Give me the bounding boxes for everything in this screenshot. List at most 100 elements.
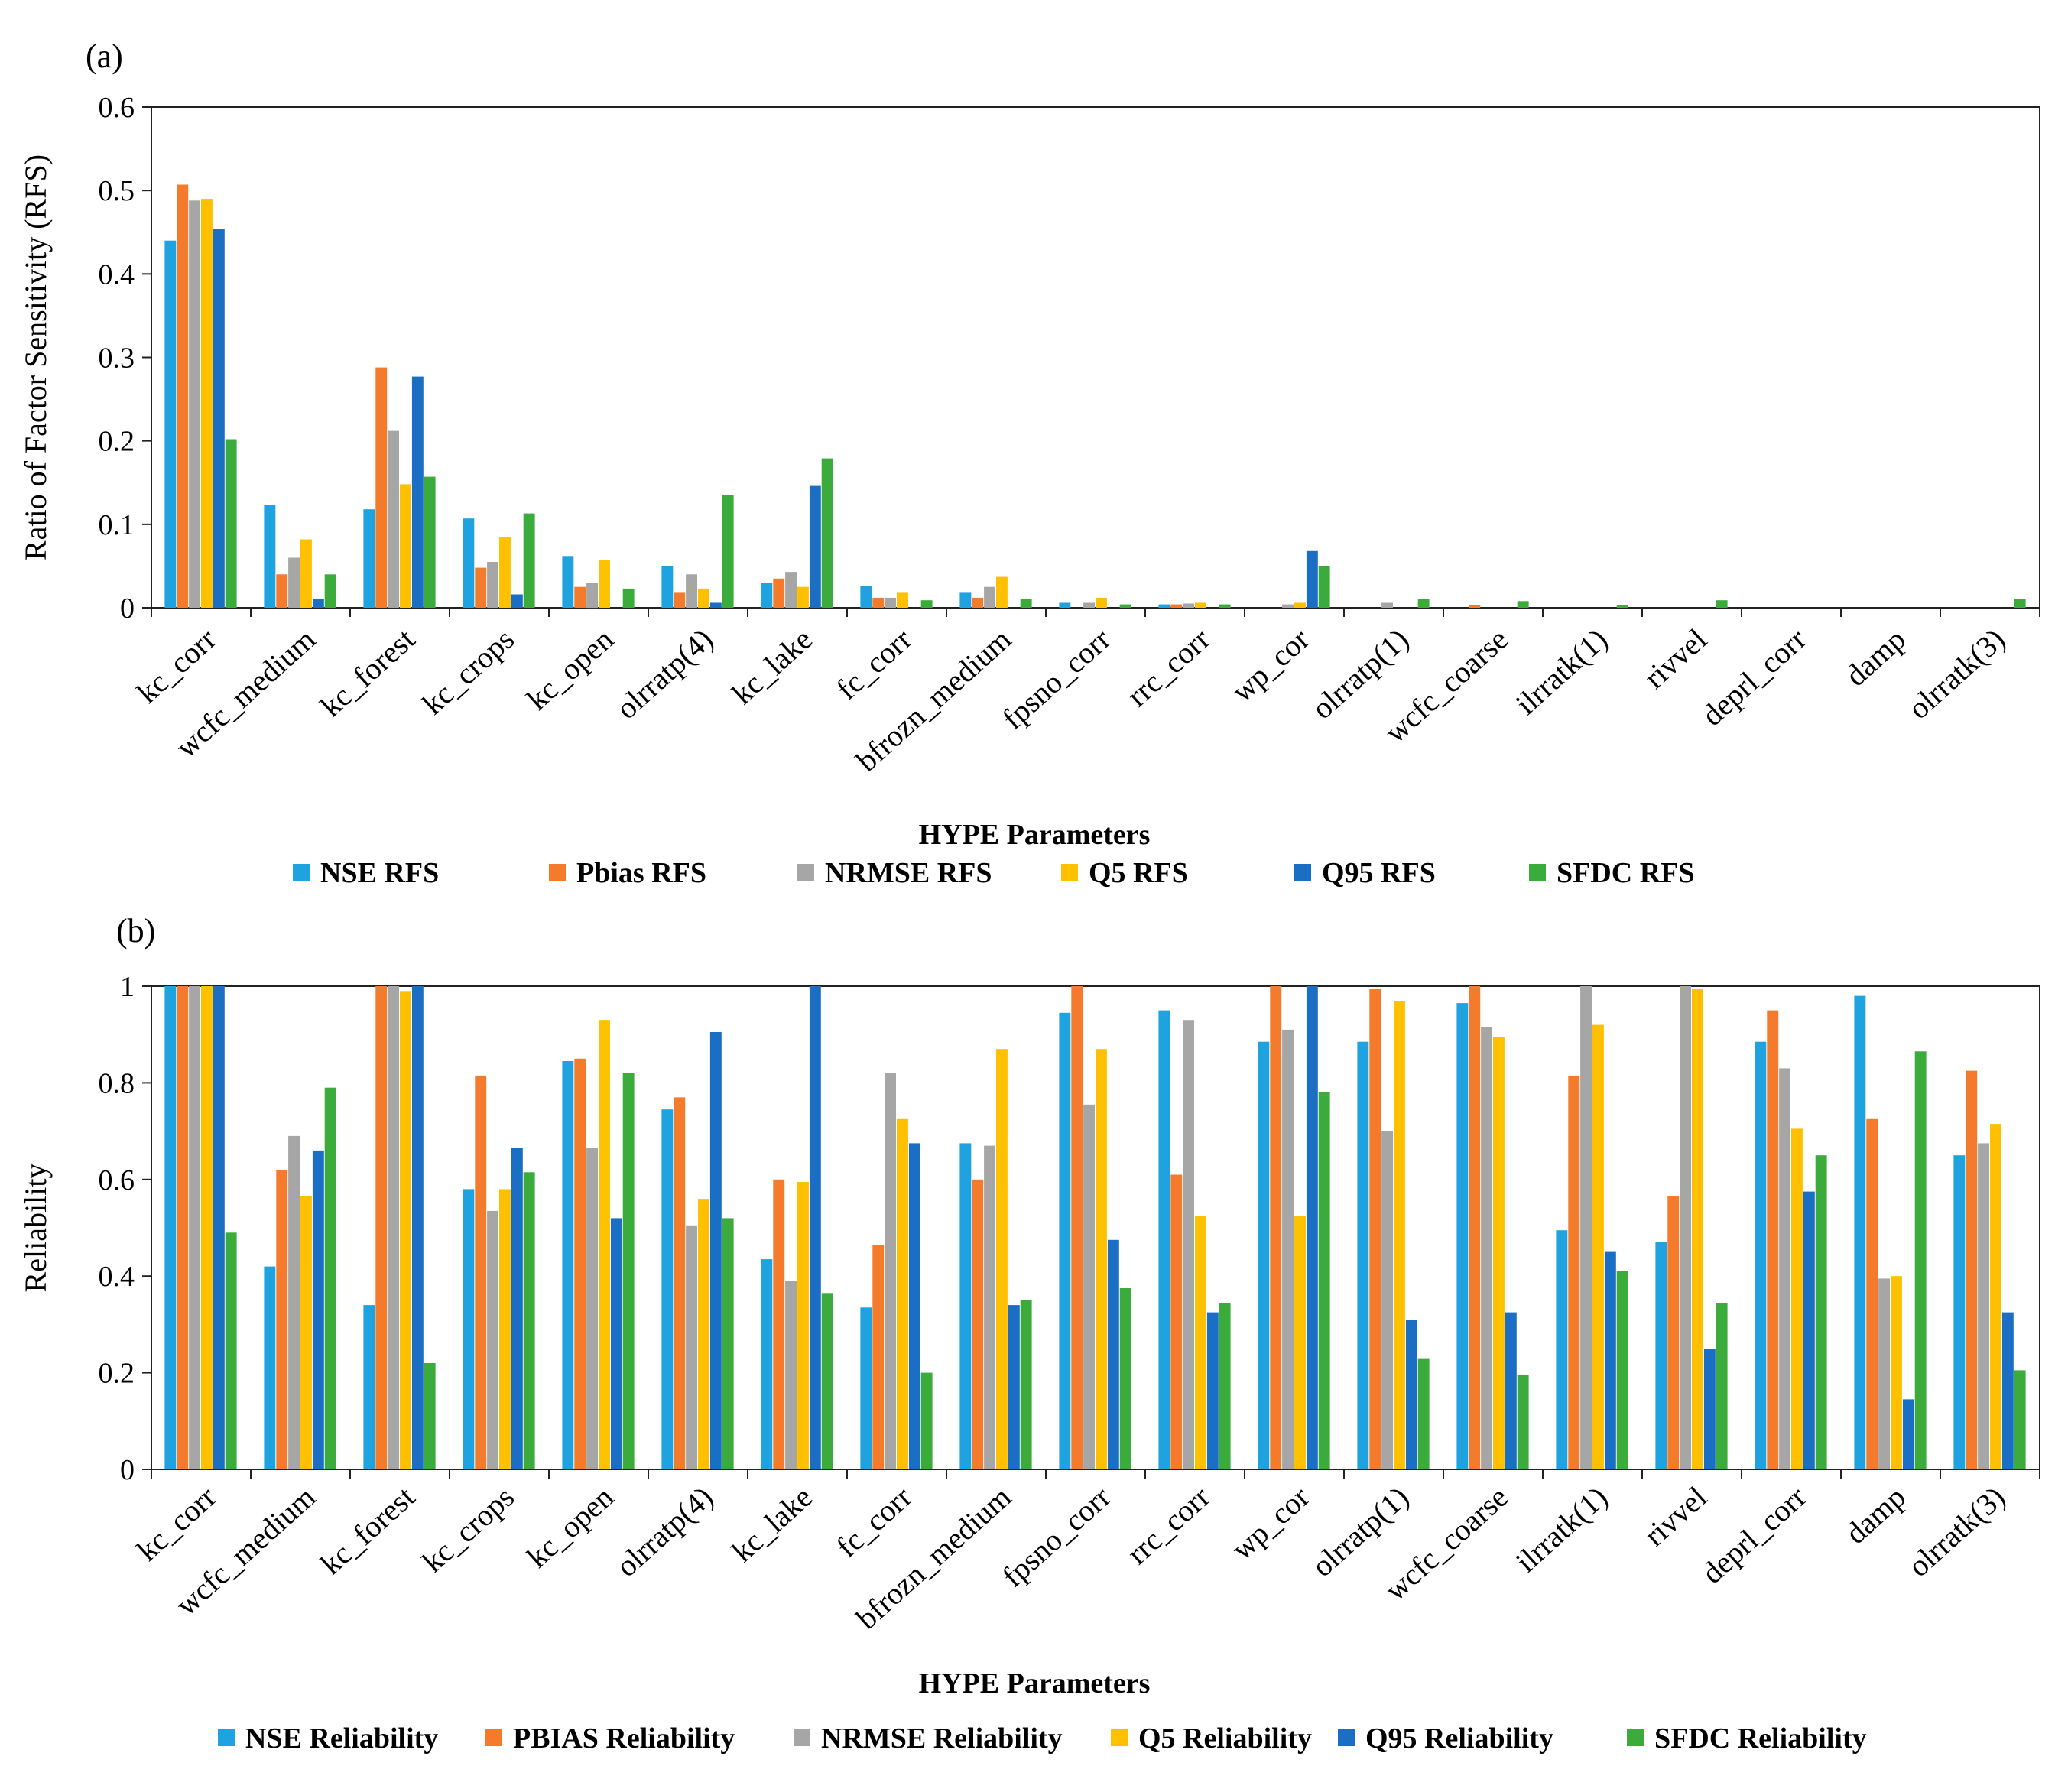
y-tick-label: 0.8: [99, 1067, 135, 1099]
bar-nrmse-reliability-ilrratk-1-: [1580, 986, 1592, 1469]
bar-sfdc-reliability-kc-crops: [523, 1172, 535, 1469]
x-axis-title: HYPE Parameters: [919, 1667, 1151, 1699]
legend-label: NRMSE Reliability: [821, 1722, 1063, 1755]
legend-label: Q5 Reliability: [1138, 1722, 1312, 1755]
bar-nse-rfs-wcfc-medium: [264, 505, 276, 608]
bar-q5-reliability-olrratk-3-: [1990, 1124, 2001, 1469]
bar-nrmse-reliability-fc-corr: [885, 1073, 896, 1469]
bar-pbias-reliability-wcfc-coarse: [1469, 986, 1481, 1469]
bar-q5-rfs-fc-corr: [897, 592, 908, 608]
bar-q5-rfs-rrc-corr: [1195, 602, 1206, 608]
bar-pbias-reliability-deprl-corr: [1767, 1010, 1779, 1469]
x-category-label: deprl_corr: [1695, 622, 1813, 732]
legend-swatch: [218, 1729, 235, 1746]
bar-nrmse-reliability-kc-open: [586, 1148, 598, 1469]
bar-sfdc-reliability-fpsno-corr: [1119, 1288, 1131, 1469]
bar-q5-rfs-kc-forest: [400, 484, 411, 608]
bar-q5-reliability-fc-corr: [897, 1118, 908, 1469]
bar-nrmse-reliability-olrratk-3-: [1978, 1143, 1989, 1469]
bar-pbias-rfs-olrratp-4-: [674, 592, 686, 608]
legend-label: NSE RFS: [320, 857, 439, 889]
bar-sfdc-reliability-rivvel: [1716, 1303, 1728, 1469]
bar-sfdc-reliability-rrc-corr: [1219, 1303, 1231, 1469]
legend-label: SFDC Reliability: [1654, 1722, 1867, 1755]
bar-pbias-rfs-fc-corr: [872, 597, 885, 608]
bar-q5-rfs-wcfc-medium: [300, 539, 312, 608]
x-category-label: damp: [1839, 622, 1912, 693]
bar-q5-reliability-olrratp-1-: [1394, 1001, 1405, 1469]
y-axis-title: Ratio of Factor Sensitivity (RFS): [18, 154, 53, 560]
legend-label: NRMSE RFS: [825, 857, 992, 889]
legend-swatch: [1627, 1729, 1644, 1746]
x-category-label: wp_cor: [1225, 1479, 1316, 1566]
bar-pbias-reliability-wp-cor: [1270, 986, 1282, 1469]
bar-nse-reliability-bfrozn-medium: [959, 1143, 972, 1469]
bar-pbias-reliability-rrc-corr: [1170, 1174, 1183, 1469]
bar-q5-reliability-olrratp-4-: [698, 1199, 709, 1469]
legend-label: Q95 Reliability: [1365, 1722, 1553, 1755]
bar-nse-rfs-bfrozn-medium: [959, 592, 972, 608]
bar-pbias-rfs-rrc-corr: [1170, 604, 1183, 608]
x-category-label: rivvel: [1638, 1479, 1713, 1553]
bar-nrmse-reliability-kc-lake: [785, 1281, 797, 1469]
legend-swatch: [1111, 1729, 1128, 1746]
bar-sfdc-reliability-kc-forest: [424, 1363, 436, 1469]
bar-q95-reliability-fc-corr: [908, 1143, 920, 1469]
x-category-label: deprl_corr: [1695, 1479, 1813, 1590]
bar-q95-rfs-kc-lake: [809, 485, 821, 608]
bar-nrmse-reliability-olrratp-4-: [686, 1225, 697, 1469]
x-category-label: kc_crops: [416, 1479, 521, 1579]
bar-pbias-reliability-kc-crops: [475, 1075, 487, 1469]
bar-sfdc-rfs-kc-crops: [523, 513, 535, 608]
legend-swatch: [1294, 864, 1311, 881]
bar-q95-reliability-fpsno-corr: [1107, 1239, 1119, 1469]
legend-label: Q95 RFS: [1322, 857, 1436, 889]
legend-swatch: [794, 1729, 810, 1746]
bar-q5-rfs-kc-crops: [499, 537, 511, 608]
bar-nse-reliability-olrratp-1-: [1357, 1041, 1369, 1469]
y-axis-title: Reliability: [18, 1164, 53, 1293]
bar-nse-reliability-kc-lake: [761, 1259, 773, 1469]
bar-nrmse-rfs-kc-forest: [388, 430, 399, 608]
bar-q5-rfs-olrratp-4-: [698, 588, 709, 608]
bar-q5-reliability-kc-crops: [499, 1189, 511, 1469]
x-category-label: olrratp(4): [609, 1479, 719, 1583]
bar-nse-reliability-rivvel: [1655, 1242, 1667, 1469]
bar-q5-reliability-wcfc-medium: [300, 1196, 312, 1469]
x-category-label: kc_forest: [313, 1479, 421, 1581]
legend-swatch: [1061, 864, 1078, 881]
legend-swatch: [485, 1729, 502, 1746]
bar-q5-reliability-bfrozn-medium: [996, 1049, 1008, 1469]
bar-pbias-reliability-kc-forest: [375, 986, 388, 1469]
bar-nrmse-reliability-olrratp-1-: [1381, 1131, 1393, 1469]
bar-nrmse-reliability-kc-forest: [388, 986, 399, 1469]
bar-nse-reliability-rrc-corr: [1158, 1010, 1170, 1469]
bar-nse-rfs-fc-corr: [860, 586, 872, 608]
bar-sfdc-reliability-kc-lake: [821, 1293, 833, 1469]
bar-sfdc-rfs-kc-corr: [225, 439, 237, 608]
x-category-label: rrc_corr: [1120, 1479, 1216, 1571]
bar-nrmse-rfs-kc-corr: [189, 200, 200, 608]
bar-sfdc-reliability-wp-cor: [1318, 1092, 1330, 1469]
bar-nrmse-reliability-bfrozn-medium: [984, 1145, 995, 1469]
bar-q95-reliability-olrratp-1-: [1405, 1320, 1417, 1469]
bar-sfdc-reliability-wcfc-coarse: [1517, 1375, 1529, 1469]
bar-sfdc-rfs-olrratk-3-: [2014, 599, 2026, 608]
bar-pbias-rfs-wcfc-medium: [276, 574, 288, 608]
bar-nse-reliability-damp: [1854, 995, 1866, 1469]
x-category-label: wp_cor: [1225, 622, 1316, 709]
y-tick-label: 0.6: [99, 92, 135, 124]
x-category-label: kc_open: [520, 1479, 620, 1574]
bar-nrmse-reliability-fpsno-corr: [1083, 1104, 1095, 1469]
y-tick-label: 0.2: [99, 426, 135, 458]
bar-sfdc-reliability-olrratp-4-: [722, 1218, 734, 1469]
bar-sfdc-reliability-fc-corr: [920, 1372, 933, 1469]
bar-q95-rfs-kc-forest: [411, 376, 424, 608]
bar-sfdc-rfs-wp-cor: [1318, 566, 1330, 608]
bar-q95-reliability-rrc-corr: [1206, 1312, 1219, 1469]
bar-nse-reliability-fpsno-corr: [1059, 1012, 1071, 1469]
bar-pbias-rfs-bfrozn-medium: [972, 597, 984, 608]
bar-nrmse-rfs-olrratp-4-: [686, 574, 697, 608]
y-tick-label: 1: [120, 971, 135, 1003]
